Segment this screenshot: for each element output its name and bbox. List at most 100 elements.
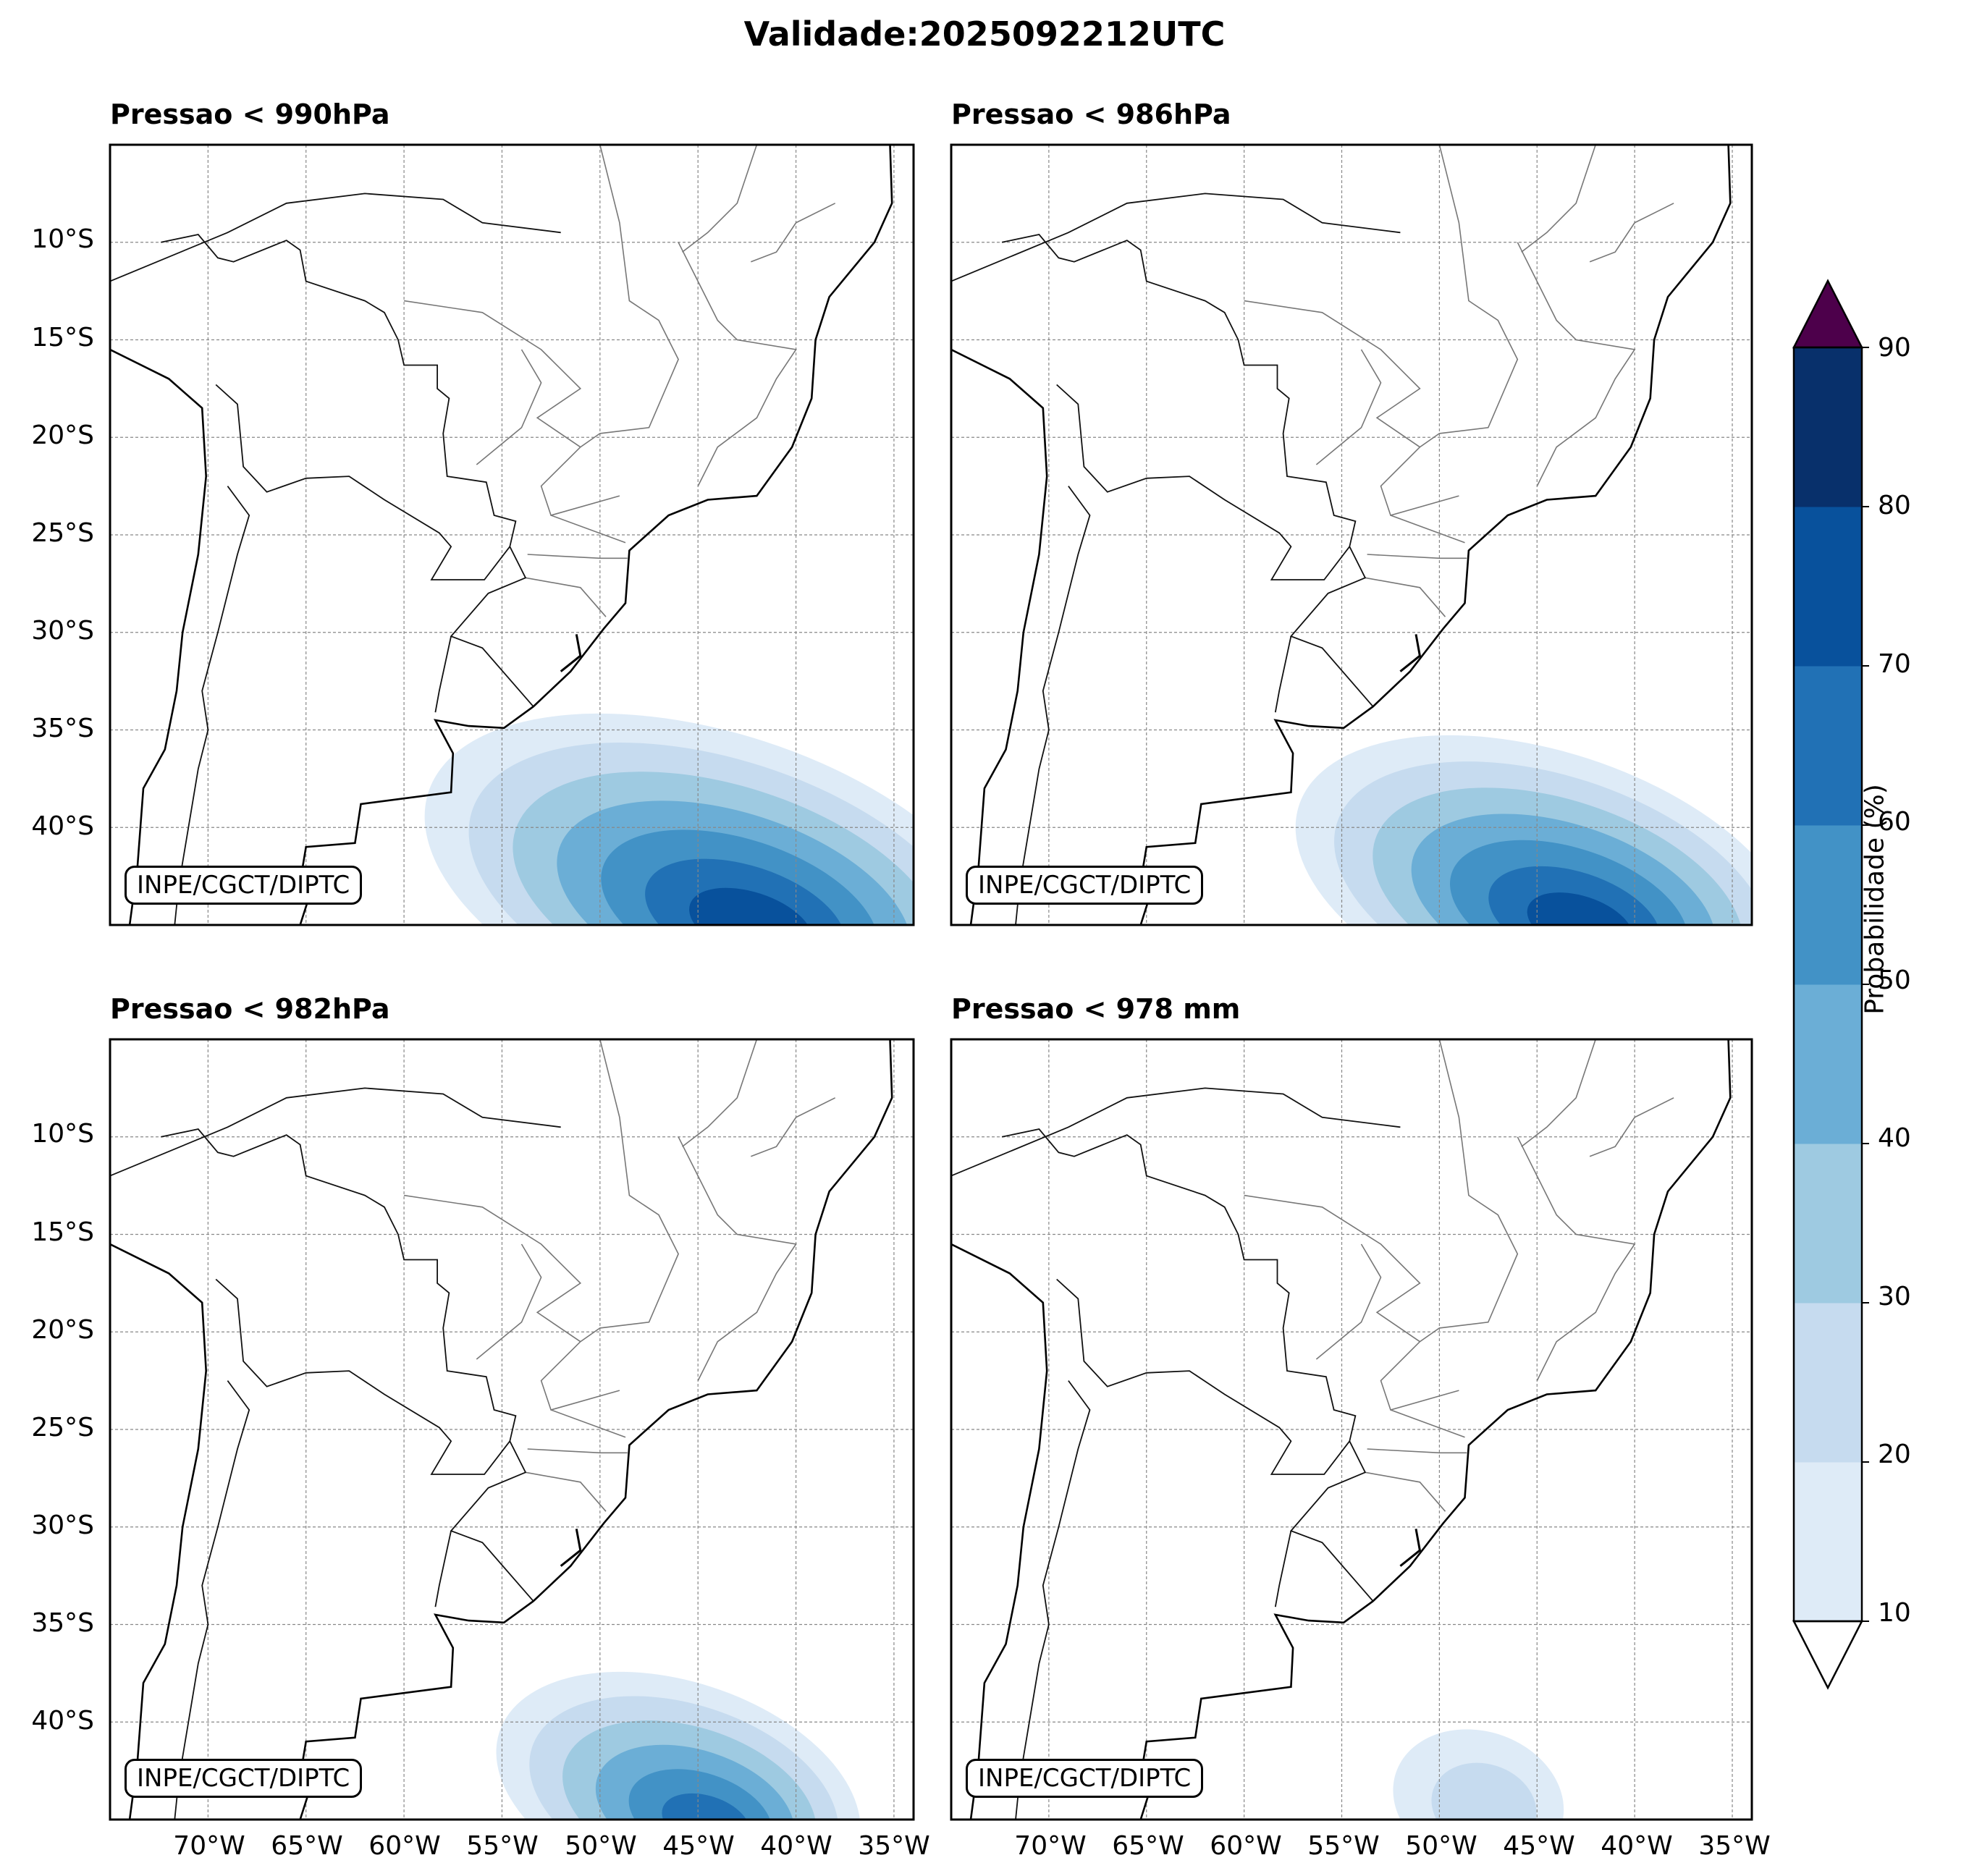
lon-tick-label: 60°W [368,1831,441,1861]
country-border [1015,486,1091,925]
country-border [951,1087,1401,1177]
country-border [951,193,1401,282]
country-border [215,1278,511,1475]
map-frame [109,143,915,926]
lat-tick-label: 20°S [31,1315,94,1345]
state-border [751,1097,836,1157]
country-border [1056,1278,1351,1475]
state-border [527,1448,628,1454]
state-border [1390,1409,1465,1438]
country-border [1015,1380,1091,1820]
state-border [527,554,628,559]
map-border [109,1038,915,1821]
country-border [110,1087,561,1177]
lat-tick-label: 15°S [31,1217,94,1247]
country-border [1274,1530,1292,1607]
coastline-atlantic [1139,145,1732,925]
state-border [1521,145,1596,253]
state-border [1365,577,1446,617]
lat-tick-label: 20°S [31,421,94,450]
state-border [550,1409,626,1438]
coastline-atlantic [299,1039,893,1820]
colorbar-tick-label: 20 [1878,1440,1911,1469]
colorbar-extend-max [1792,279,1864,349]
state-border [1367,554,1467,559]
colorbar-extend-min [1792,1620,1864,1690]
colorbar-segment [1794,1303,1862,1463]
colorbar-tick-label: 60 [1878,807,1911,837]
colorbar-label: Probabilidade (%) [1860,784,1890,1015]
lat-tick-label: 10°S [31,224,94,254]
lon-tick-label: 45°W [662,1831,735,1861]
colorbar-segment [1794,507,1862,667]
state-border [1244,1194,1421,1343]
map-frame [109,1038,915,1821]
colorbar-segment [1794,666,1862,826]
lon-tick-label: 60°W [1210,1831,1282,1861]
state-border [751,203,836,263]
lon-tick-label: 50°W [1405,1831,1477,1861]
country-border [161,1128,534,1602]
lat-tick-label: 15°S [31,323,94,352]
map-border [950,143,1753,926]
map-frame [950,143,1753,926]
lat-tick-label: 30°S [31,1510,94,1540]
panel-title: Pressao < 982hPa [110,993,390,1025]
coastline-pacific [951,1243,1048,1820]
coastline-atlantic [1139,1039,1732,1820]
state-border [1315,349,1382,465]
lagoon-outline [560,1529,582,1567]
state-border [403,1194,582,1343]
state-border [1365,1471,1446,1512]
state-border [1589,203,1674,263]
state-border [678,1136,797,1381]
coastline-pacific [951,348,1048,925]
state-border [1517,1136,1636,1381]
lat-tick-label: 30°S [31,616,94,646]
state-border [540,1039,679,1411]
lon-tick-label: 55°W [1307,1831,1380,1861]
colorbar-segment [1794,1462,1862,1622]
colorbar-segment [1794,984,1862,1144]
lat-tick-label: 35°S [31,1608,94,1638]
colorbar-tick-label: 50 [1878,966,1911,995]
colorbar-segment [1794,1144,1862,1304]
state-border [403,300,582,448]
country-border [161,234,534,707]
state-border [1315,1243,1382,1360]
colorbar-tick-label: 40 [1878,1123,1911,1153]
country-border [1001,1128,1374,1602]
lagoon-outline [1399,1529,1422,1567]
state-border [682,145,758,253]
colorbar-tick-label: 30 [1878,1282,1911,1311]
state-border [1390,515,1465,544]
colorbar-tick-label: 70 [1878,649,1911,679]
map-content [110,1039,914,1820]
lat-tick-label: 25°S [31,1413,94,1442]
colorbar-segment [1794,825,1862,985]
state-border [550,515,626,544]
state-border [1517,242,1636,486]
map-border [109,143,915,926]
lon-tick-label: 45°W [1503,1831,1575,1861]
map-frame [950,1038,1753,1821]
lat-tick-label: 35°S [31,714,94,743]
map-content [951,1039,1752,1820]
lon-tick-label: 40°W [1601,1831,1673,1861]
lon-tick-label: 55°W [466,1831,539,1861]
state-border [1380,1039,1519,1411]
country-border [434,635,452,713]
lagoon-outline [1399,634,1422,672]
colorbar-segment [1794,347,1862,507]
lagoon-outline [560,634,582,672]
lon-tick-label: 65°W [1112,1831,1184,1861]
probability-contour [1431,1762,1537,1820]
lat-tick-label: 10°S [31,1119,94,1149]
lon-tick-label: 35°W [1698,1831,1771,1861]
lon-tick-label: 40°W [760,1831,832,1861]
country-border [174,486,250,925]
colorbar-tick-label: 90 [1878,333,1911,363]
colorbar [1792,279,1869,1690]
credit-label: INPE/CGCT/DIPTC [125,866,363,905]
lon-tick-label: 35°W [858,1831,930,1861]
